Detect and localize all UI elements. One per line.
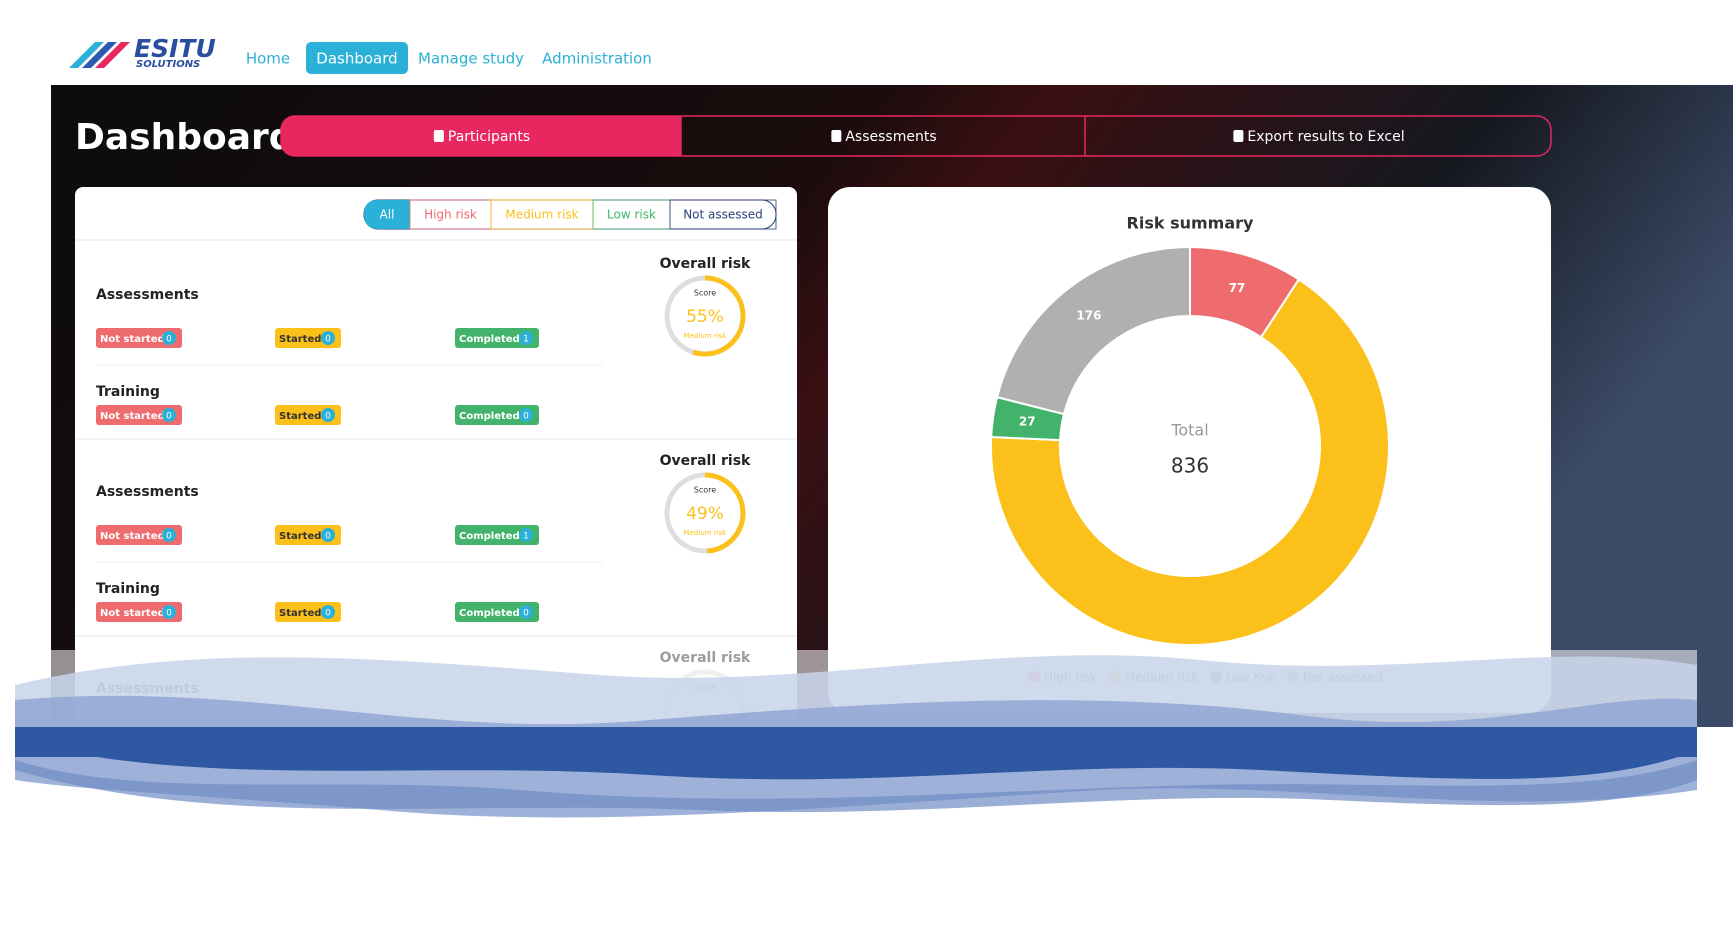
logo: ESITU SOLUTIONS: [69, 34, 216, 70]
score-caption: Score: [694, 486, 716, 495]
risk-label: Medium risk: [684, 529, 728, 537]
section-title: Assessments: [96, 287, 199, 303]
nav-link[interactable]: Dashboard: [316, 50, 397, 68]
count-badge: [321, 331, 335, 345]
overall-risk-label: Overall risk: [660, 453, 751, 469]
nav-link[interactable]: Manage study: [418, 50, 524, 68]
status-count: 1: [523, 335, 529, 345]
score-ring-arc: [664, 472, 746, 554]
status-label: Not started: [100, 334, 165, 345]
tab-icon: [831, 130, 842, 142]
score-ring-arc: [664, 275, 746, 357]
status-count: 0: [166, 609, 172, 619]
status-badge: [455, 525, 539, 545]
section-title: Training: [96, 384, 160, 400]
status-label: Completed: [459, 531, 520, 542]
score-caption: Score: [694, 289, 716, 298]
nav-link[interactable]: Home: [246, 50, 290, 68]
count-badge: [321, 528, 335, 542]
filter-active: [364, 200, 410, 229]
status-badge: [96, 602, 182, 622]
participants-card: [75, 187, 797, 747]
slice-label: 77: [1229, 281, 1246, 295]
count-badge: [519, 528, 533, 542]
status-count: 0: [523, 609, 529, 619]
chart-title: Risk summary: [1127, 214, 1254, 233]
status-label: Started: [279, 334, 321, 345]
count-badge: [162, 605, 176, 619]
status-count: 0: [325, 335, 331, 345]
status-label: Not started: [100, 531, 165, 542]
filter-border: [669, 199, 777, 230]
filter-button[interactable]: High risk: [424, 208, 477, 222]
status-badge: [455, 328, 539, 348]
filter-button[interactable]: Not assessed: [683, 208, 763, 222]
risk-label: Medium risk: [684, 332, 728, 340]
count-badge: [162, 408, 176, 422]
logo-subtext: SOLUTIONS: [136, 59, 200, 70]
status-count: 0: [325, 609, 331, 619]
status-count: 0: [325, 412, 331, 422]
overall-risk-label: Overall risk: [660, 256, 751, 272]
status-label: Started: [279, 531, 321, 542]
tab-label[interactable]: Assessments: [845, 129, 936, 145]
center-total: 836: [1171, 454, 1209, 478]
status-count: 1: [523, 532, 529, 542]
count-badge: [519, 605, 533, 619]
tab-label[interactable]: Export results to Excel: [1247, 129, 1404, 145]
donut-slice: [995, 245, 1191, 416]
tab-label[interactable]: Participants: [448, 129, 530, 145]
chart-card: [828, 187, 1551, 713]
status-badge: [455, 405, 539, 425]
status-label: Started: [279, 608, 321, 619]
status-label: Not started: [100, 411, 165, 422]
score-value: 49%: [686, 504, 724, 524]
filter-button[interactable]: Medium risk: [505, 208, 578, 222]
nav-active-pill: [306, 42, 408, 74]
nav-link[interactable]: Administration: [542, 50, 652, 68]
donut-slice: [990, 278, 1390, 646]
count-badge: [321, 605, 335, 619]
status-badge: [455, 602, 539, 622]
count-badge: [162, 331, 176, 345]
slice-label: 556: [1273, 625, 1298, 639]
logo-text: ESITU: [134, 34, 216, 63]
count-badge: [162, 528, 176, 542]
status-label: Completed: [459, 608, 520, 619]
tab-active: [281, 116, 681, 156]
tab-icon: [433, 130, 444, 142]
count-badge: [321, 408, 335, 422]
center-label: Total: [1170, 421, 1208, 440]
slice-label: 176: [1076, 309, 1101, 323]
status-count: 0: [166, 335, 172, 345]
section-title: Training: [96, 581, 160, 597]
slice-label: 27: [1019, 414, 1036, 428]
status-badge: [96, 525, 182, 545]
filter-button[interactable]: Low risk: [607, 208, 656, 222]
tab-icon: [1233, 130, 1244, 142]
filter-button[interactable]: All: [380, 208, 395, 222]
status-label: Completed: [459, 411, 520, 422]
section-title: Assessments: [96, 484, 199, 500]
score-value: 55%: [686, 307, 724, 327]
status-count: 0: [166, 532, 172, 542]
status-count: 0: [166, 412, 172, 422]
count-badge: [519, 331, 533, 345]
count-badge: [519, 408, 533, 422]
status-label: Not started: [100, 608, 165, 619]
status-label: Completed: [459, 334, 520, 345]
page-title: Dashboard: [75, 117, 295, 158]
status-badge: [96, 405, 182, 425]
status-count: 0: [325, 532, 331, 542]
status-label: Started: [279, 411, 321, 422]
status-badge: [96, 328, 182, 348]
waves: [15, 655, 1697, 818]
status-count: 0: [523, 412, 529, 422]
